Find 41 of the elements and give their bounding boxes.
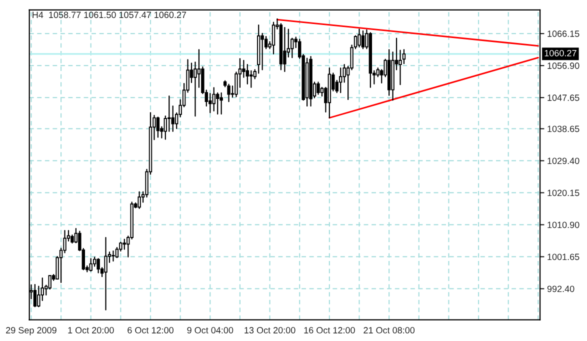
x-tick-label: 9 Oct 04:00	[187, 327, 234, 334]
x-tick-label: 21 Oct 08:00	[364, 327, 415, 334]
y-tick-label: 1047.65	[548, 94, 580, 101]
candlestick	[227, 84, 230, 102]
candlestick	[138, 191, 141, 210]
candlestick	[156, 116, 160, 138]
candlestick	[171, 106, 174, 132]
y-tick-label: 1066.15	[548, 30, 580, 37]
candlestick	[316, 82, 320, 95]
candlestick	[208, 93, 212, 114]
candlestick	[339, 67, 342, 94]
candlestick	[96, 258, 100, 274]
candlestick	[112, 250, 115, 262]
candlestick	[246, 64, 250, 84]
y-tick-label: 1038.65	[548, 126, 580, 132]
candlestick	[250, 70, 253, 88]
y-tick-label: 1056.90	[548, 62, 580, 69]
candlestick	[104, 236, 108, 310]
chart-title: H4 1058.77 1061.50 1057.47 1060.27	[32, 12, 186, 18]
candlestick	[260, 32, 264, 70]
candlestick	[358, 28, 361, 48]
y-tick-label: 1020.15	[548, 190, 580, 196]
y-tick-label: 992.40	[547, 286, 574, 292]
x-tick-label: 16 Oct 12:00	[304, 327, 355, 334]
ref-line-label: 1060.27	[544, 50, 576, 56]
candlestick	[220, 92, 223, 115]
y-tick-label: 1010.90	[548, 222, 580, 228]
candlestick	[272, 22, 276, 54]
candlestick	[33, 284, 37, 308]
candlestick	[361, 30, 365, 50]
x-tick-label: 6 Oct 12:00	[128, 327, 174, 334]
candlestick	[212, 87, 216, 112]
x-tick-label: 29 Sep 2009	[6, 327, 56, 336]
y-tick-label: 1029.40	[548, 158, 580, 164]
candlestick	[283, 26, 286, 72]
x-tick-label: 13 Oct 20:00	[244, 327, 296, 334]
candlestick	[216, 92, 220, 115]
x-tick-label: 1 Oct 20:00	[68, 327, 114, 334]
candlestick	[89, 258, 92, 272]
y-tick-label: 1001.65	[548, 254, 580, 260]
candlestick	[122, 238, 126, 250]
